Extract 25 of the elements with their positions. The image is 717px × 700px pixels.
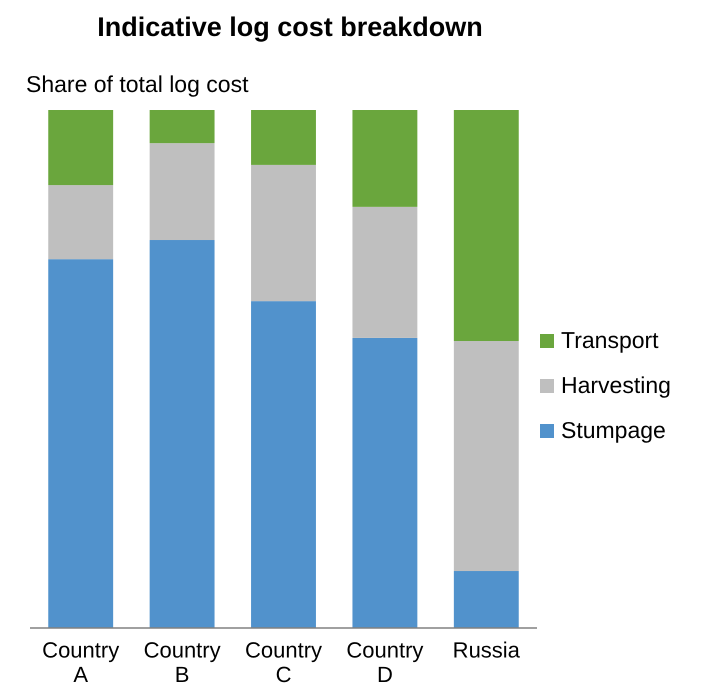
y-axis-title: Share of total log cost <box>26 71 250 97</box>
bar <box>251 110 316 165</box>
x-tick-label: Country B <box>144 638 221 687</box>
x-tick-label: Russia <box>452 638 521 663</box>
bar <box>454 341 519 572</box>
legend-label: Harvesting <box>561 372 671 398</box>
bar <box>48 185 114 260</box>
bar <box>454 110 519 342</box>
bar <box>48 110 114 186</box>
bar <box>352 338 418 628</box>
bar <box>251 164 316 302</box>
x-tick-label: Country D <box>346 638 424 687</box>
x-tick-label: Country A <box>42 638 120 687</box>
bar <box>48 259 114 628</box>
x-tick-label: Country C <box>244 638 322 687</box>
legend-label: Stumpage <box>561 417 666 443</box>
bar <box>150 240 215 628</box>
bar <box>454 571 519 628</box>
bar <box>251 301 316 628</box>
bar <box>150 110 215 144</box>
bar <box>352 110 418 207</box>
chart-title: Indicative log cost breakdown <box>97 12 483 42</box>
legend-label: Transport <box>561 327 660 353</box>
bar <box>150 143 215 240</box>
bar <box>352 206 418 338</box>
